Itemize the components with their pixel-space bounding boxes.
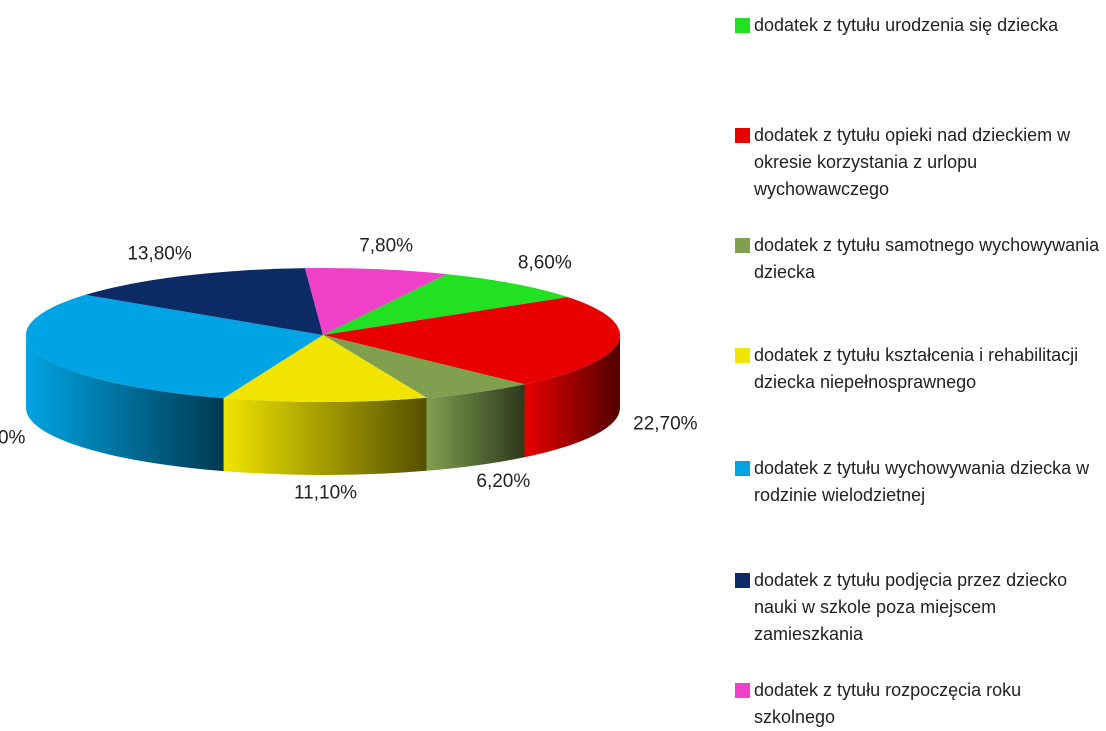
slice-side <box>26 335 224 472</box>
data-label: 29,80% <box>0 427 26 448</box>
legend-item: dodatek z tytułu rozpoczęcia roku szkoln… <box>735 677 1103 731</box>
slice-side <box>223 397 427 475</box>
data-label: 22,70% <box>633 414 698 435</box>
legend-label: dodatek z tytułu wychowywania dziecka w … <box>754 458 1090 505</box>
legend-label: dodatek z tytułu rozpoczęcia roku szkoln… <box>754 680 1022 727</box>
legend-label: dodatek z tytułu podjęcia przez dziecko … <box>754 570 1068 644</box>
legend-item: dodatek z tytułu urodzenia się dziecka <box>735 12 1103 39</box>
legend-swatch <box>735 238 750 253</box>
chart: 8,60% 22,70% 6,20% 11,10% 29,80% 13,80% 7,80% <box>0 236 698 504</box>
legend-item: dodatek z tytułu wychowywania dziecka w … <box>735 455 1103 509</box>
data-label: 13,80% <box>127 244 192 265</box>
legend-item: dodatek z tytułu kształcenia i rehabilit… <box>735 342 1103 396</box>
legend-item: dodatek z tytułu samotnego wychowywania … <box>735 232 1103 286</box>
legend-label: dodatek z tytułu samotnego wychowywania … <box>754 235 1100 282</box>
legend-swatch <box>735 573 750 588</box>
legend-swatch <box>735 348 750 363</box>
data-label: 6,20% <box>476 471 530 492</box>
slice <box>323 274 568 335</box>
slice <box>323 335 525 398</box>
slice <box>223 335 427 402</box>
legend-label: dodatek z tytułu urodzenia się dziecka <box>754 15 1059 35</box>
legend-swatch <box>735 18 750 33</box>
legend-label: dodatek z tytułu opieki nad dzieckiem w … <box>754 125 1071 199</box>
data-label: 8,60% <box>518 253 572 274</box>
legend-item: dodatek z tytułu opieki nad dzieckiem w … <box>735 122 1103 203</box>
slice <box>25 294 323 399</box>
legend-swatch <box>735 461 750 476</box>
slice <box>85 268 324 335</box>
slice <box>304 268 447 335</box>
legend-item: dodatek z tytułu podjęcia przez dziecko … <box>735 567 1103 648</box>
slice-side <box>524 335 620 458</box>
data-label: 7,80% <box>359 236 413 257</box>
legend-swatch <box>735 128 750 143</box>
slice <box>323 297 621 385</box>
legend-swatch <box>735 683 750 698</box>
slice-side <box>426 384 525 471</box>
data-label: 11,10% <box>294 483 357 504</box>
legend-label: dodatek z tytułu kształcenia i rehabilit… <box>754 345 1079 392</box>
